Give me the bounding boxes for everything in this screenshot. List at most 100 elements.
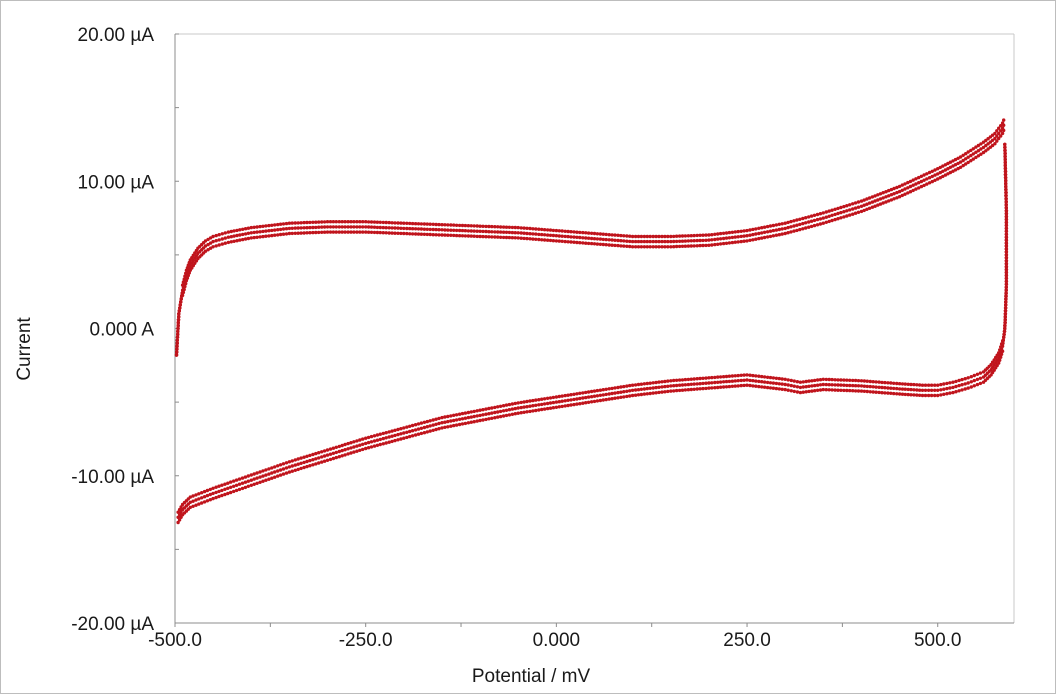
cathodic-data-point bbox=[906, 382, 910, 386]
anodic-data-point bbox=[369, 225, 374, 229]
cathodic-data-point bbox=[589, 400, 594, 404]
cathodic-data-point bbox=[616, 385, 620, 390]
cathodic-data-point bbox=[721, 375, 726, 379]
cathodic-data-point bbox=[1004, 256, 1009, 260]
anodic-data-point bbox=[296, 231, 300, 235]
anodic-data-point bbox=[692, 233, 696, 238]
anodic-data-point bbox=[966, 155, 970, 159]
cathodic-data-point bbox=[540, 407, 544, 412]
anodic-data-point bbox=[999, 124, 1003, 128]
anodic-data-point bbox=[938, 165, 942, 170]
anodic-data-point bbox=[510, 230, 515, 235]
cathodic-data-point bbox=[537, 398, 541, 402]
cathodic-data-point bbox=[704, 381, 708, 385]
cathodic-data-point bbox=[625, 384, 629, 388]
anodic-data-point bbox=[457, 234, 462, 238]
cathodic-data-point bbox=[1004, 300, 1008, 304]
cathodic-data-point bbox=[460, 411, 465, 416]
anodic-data-point bbox=[175, 347, 179, 351]
anodic-data-point bbox=[845, 204, 849, 208]
cathodic-data-point bbox=[628, 389, 632, 393]
cathodic-data-point bbox=[504, 413, 509, 418]
cathodic-data-point bbox=[276, 469, 280, 473]
cathodic-data-point bbox=[1002, 332, 1006, 337]
anodic-data-point bbox=[689, 234, 693, 238]
anodic-data-point bbox=[554, 234, 559, 238]
anodic-data-point bbox=[175, 341, 179, 345]
cathodic-data-point bbox=[862, 379, 867, 383]
cathodic-data-point bbox=[1003, 306, 1008, 310]
cathodic-data-point bbox=[824, 388, 828, 392]
cathodic-data-point bbox=[484, 417, 488, 422]
cathodic-data-point bbox=[287, 460, 292, 464]
cathodic-data-point bbox=[337, 444, 341, 449]
anodic-data-point bbox=[625, 234, 629, 238]
cathodic-data-point bbox=[554, 400, 559, 404]
cathodic-data-point bbox=[945, 381, 949, 386]
anodic-data-point bbox=[809, 214, 814, 218]
anodic-data-point bbox=[848, 213, 852, 217]
anodic-data-point bbox=[876, 203, 880, 207]
anodic-data-point bbox=[804, 216, 808, 220]
cathodic-data-point bbox=[1004, 276, 1009, 281]
cathodic-data-point bbox=[454, 418, 459, 422]
anodic-data-point bbox=[287, 231, 292, 236]
cathodic-data-point bbox=[325, 458, 330, 462]
anodic-data-point bbox=[748, 233, 752, 237]
cathodic-data-point bbox=[434, 427, 438, 432]
cathodic-data-point bbox=[795, 385, 800, 389]
anodic-data-point bbox=[625, 239, 629, 243]
anodic-data-point bbox=[833, 217, 837, 222]
anodic-data-point bbox=[542, 228, 547, 232]
anodic-data-point bbox=[660, 239, 664, 244]
anodic-data-point bbox=[311, 220, 315, 224]
anodic-data-point bbox=[760, 236, 764, 240]
anodic-data-point bbox=[724, 241, 729, 245]
anodic-data-point bbox=[870, 200, 875, 204]
cathodic-data-point bbox=[537, 408, 541, 412]
cathodic-data-point bbox=[692, 382, 696, 386]
anodic-data-point bbox=[238, 238, 242, 242]
cathodic-data-point bbox=[839, 383, 843, 387]
anodic-data-point bbox=[369, 220, 374, 224]
anodic-data-point bbox=[672, 234, 676, 239]
cathodic-data-point bbox=[270, 466, 274, 470]
cathodic-data-point bbox=[176, 515, 180, 519]
anodic-data-point bbox=[628, 239, 632, 244]
cathodic-data-point bbox=[569, 393, 573, 397]
cathodic-data-point bbox=[1003, 166, 1008, 171]
anodic-data-point bbox=[704, 243, 708, 248]
anodic-data-point bbox=[522, 226, 526, 230]
cathodic-data-point bbox=[654, 391, 658, 395]
anodic-data-point bbox=[636, 239, 641, 244]
cathodic-data-point bbox=[689, 377, 693, 381]
cathodic-data-point bbox=[264, 473, 268, 477]
cathodic-data-point bbox=[622, 395, 626, 399]
cathodic-data-point bbox=[704, 376, 708, 380]
anodic-data-point bbox=[352, 230, 356, 234]
cathodic-data-point bbox=[845, 383, 849, 388]
anodic-data-point bbox=[581, 241, 585, 245]
cathodic-data-point bbox=[428, 419, 432, 423]
anodic-data-point bbox=[727, 241, 732, 245]
cathodic-data-point bbox=[613, 391, 617, 395]
anodic-data-point bbox=[563, 234, 567, 239]
anodic-data-point bbox=[686, 234, 691, 238]
cathodic-data-point bbox=[452, 423, 456, 428]
anodic-data-point bbox=[922, 183, 926, 188]
cathodic-data-point bbox=[765, 385, 770, 390]
anodic-data-point bbox=[460, 228, 465, 233]
anodic-data-point bbox=[698, 233, 702, 237]
cathodic-data-point bbox=[299, 466, 303, 471]
cathodic-data-point bbox=[1003, 315, 1007, 319]
cathodic-data-point bbox=[724, 385, 729, 389]
anodic-data-point bbox=[545, 233, 550, 237]
cathodic-data-point bbox=[978, 376, 983, 380]
anodic-data-point bbox=[352, 220, 356, 224]
cathodic-data-point bbox=[1004, 214, 1009, 219]
anodic-data-point bbox=[578, 235, 582, 240]
cathodic-data-point bbox=[296, 462, 300, 466]
anodic-data-point bbox=[619, 233, 623, 238]
anodic-data-point bbox=[175, 338, 179, 342]
cathodic-data-point bbox=[299, 461, 303, 465]
